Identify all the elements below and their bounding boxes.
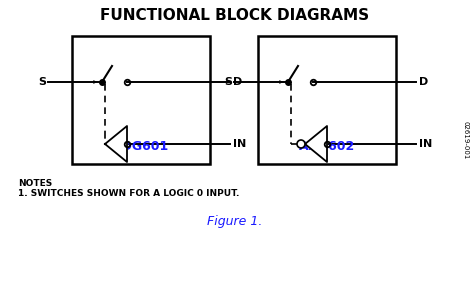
Text: D: D (233, 77, 242, 87)
Text: IN: IN (419, 139, 432, 149)
Text: NOTES: NOTES (18, 179, 52, 188)
Polygon shape (305, 126, 327, 162)
Text: IN: IN (233, 139, 246, 149)
Text: ADG601: ADG601 (113, 140, 169, 153)
Text: D: D (419, 77, 428, 87)
Polygon shape (105, 126, 127, 162)
Text: 1. SWITCHES SHOWN FOR A LOGIC 0 INPUT.: 1. SWITCHES SHOWN FOR A LOGIC 0 INPUT. (18, 190, 239, 199)
Bar (72, 36, 210, 164)
Text: S: S (224, 77, 232, 87)
Bar (258, 36, 396, 164)
Circle shape (297, 140, 305, 148)
Text: ADG602: ADG602 (299, 140, 355, 153)
Text: Figure 1.: Figure 1. (207, 215, 263, 228)
Text: FUNCTIONAL BLOCK DIAGRAMS: FUNCTIONAL BLOCK DIAGRAMS (100, 8, 370, 23)
Text: S: S (38, 77, 46, 87)
Text: 02619-001: 02619-001 (463, 121, 469, 159)
